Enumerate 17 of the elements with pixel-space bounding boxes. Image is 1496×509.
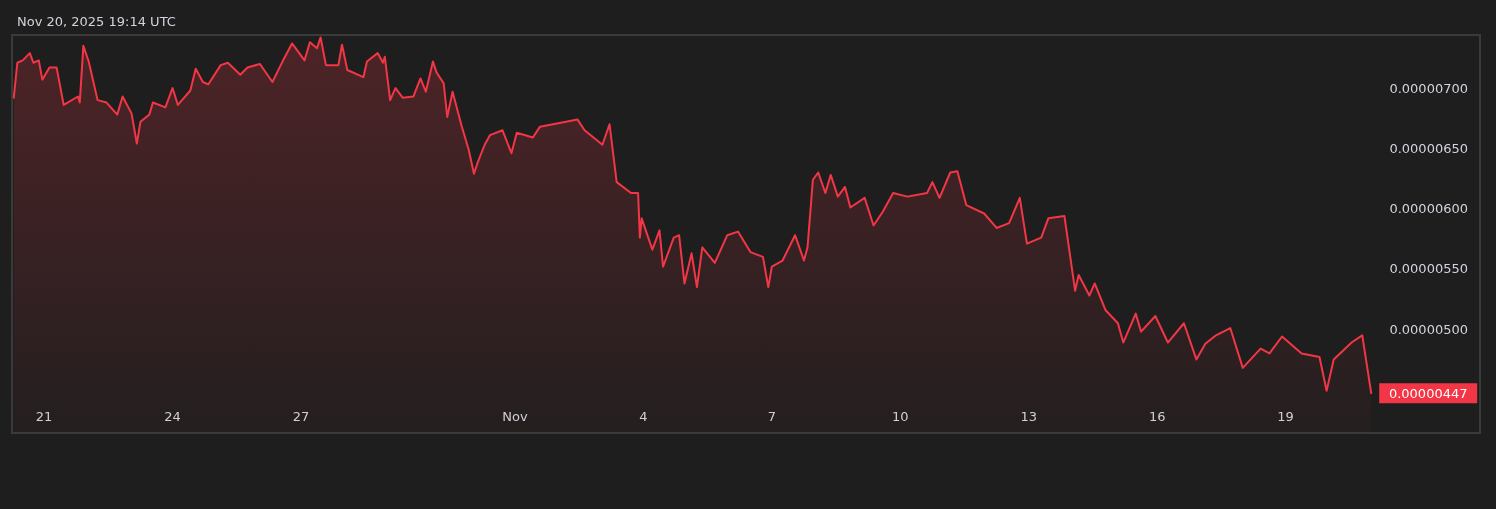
x-tick-label: 13 bbox=[1020, 409, 1037, 424]
text: Nov 20, 2025 19:14 UTC bbox=[17, 14, 176, 29]
x-tick-label: Nov bbox=[502, 409, 528, 424]
x-tick-label: 27 bbox=[292, 409, 310, 424]
y-tick-label: 0.00000500 bbox=[1389, 321, 1468, 337]
x-tick-label: 7 bbox=[767, 409, 776, 424]
x-tick-label: 16 bbox=[1148, 409, 1166, 424]
x-tick-label: 10 bbox=[892, 409, 909, 424]
x-tick-label: 19 bbox=[1277, 409, 1294, 424]
y-tick-label: 0.00000700 bbox=[1389, 80, 1468, 96]
x-tick-label: 4 bbox=[639, 409, 648, 424]
x-tick-label: 24 bbox=[164, 409, 181, 424]
y-tick-label: 0.00000650 bbox=[1389, 140, 1468, 156]
x-tick-label: 21 bbox=[35, 409, 53, 424]
y-tick-label: 0.00000550 bbox=[1389, 261, 1468, 277]
y-tick-label: 0.00000600 bbox=[1389, 201, 1468, 217]
annotation: 0.00000447 bbox=[1388, 385, 1468, 401]
